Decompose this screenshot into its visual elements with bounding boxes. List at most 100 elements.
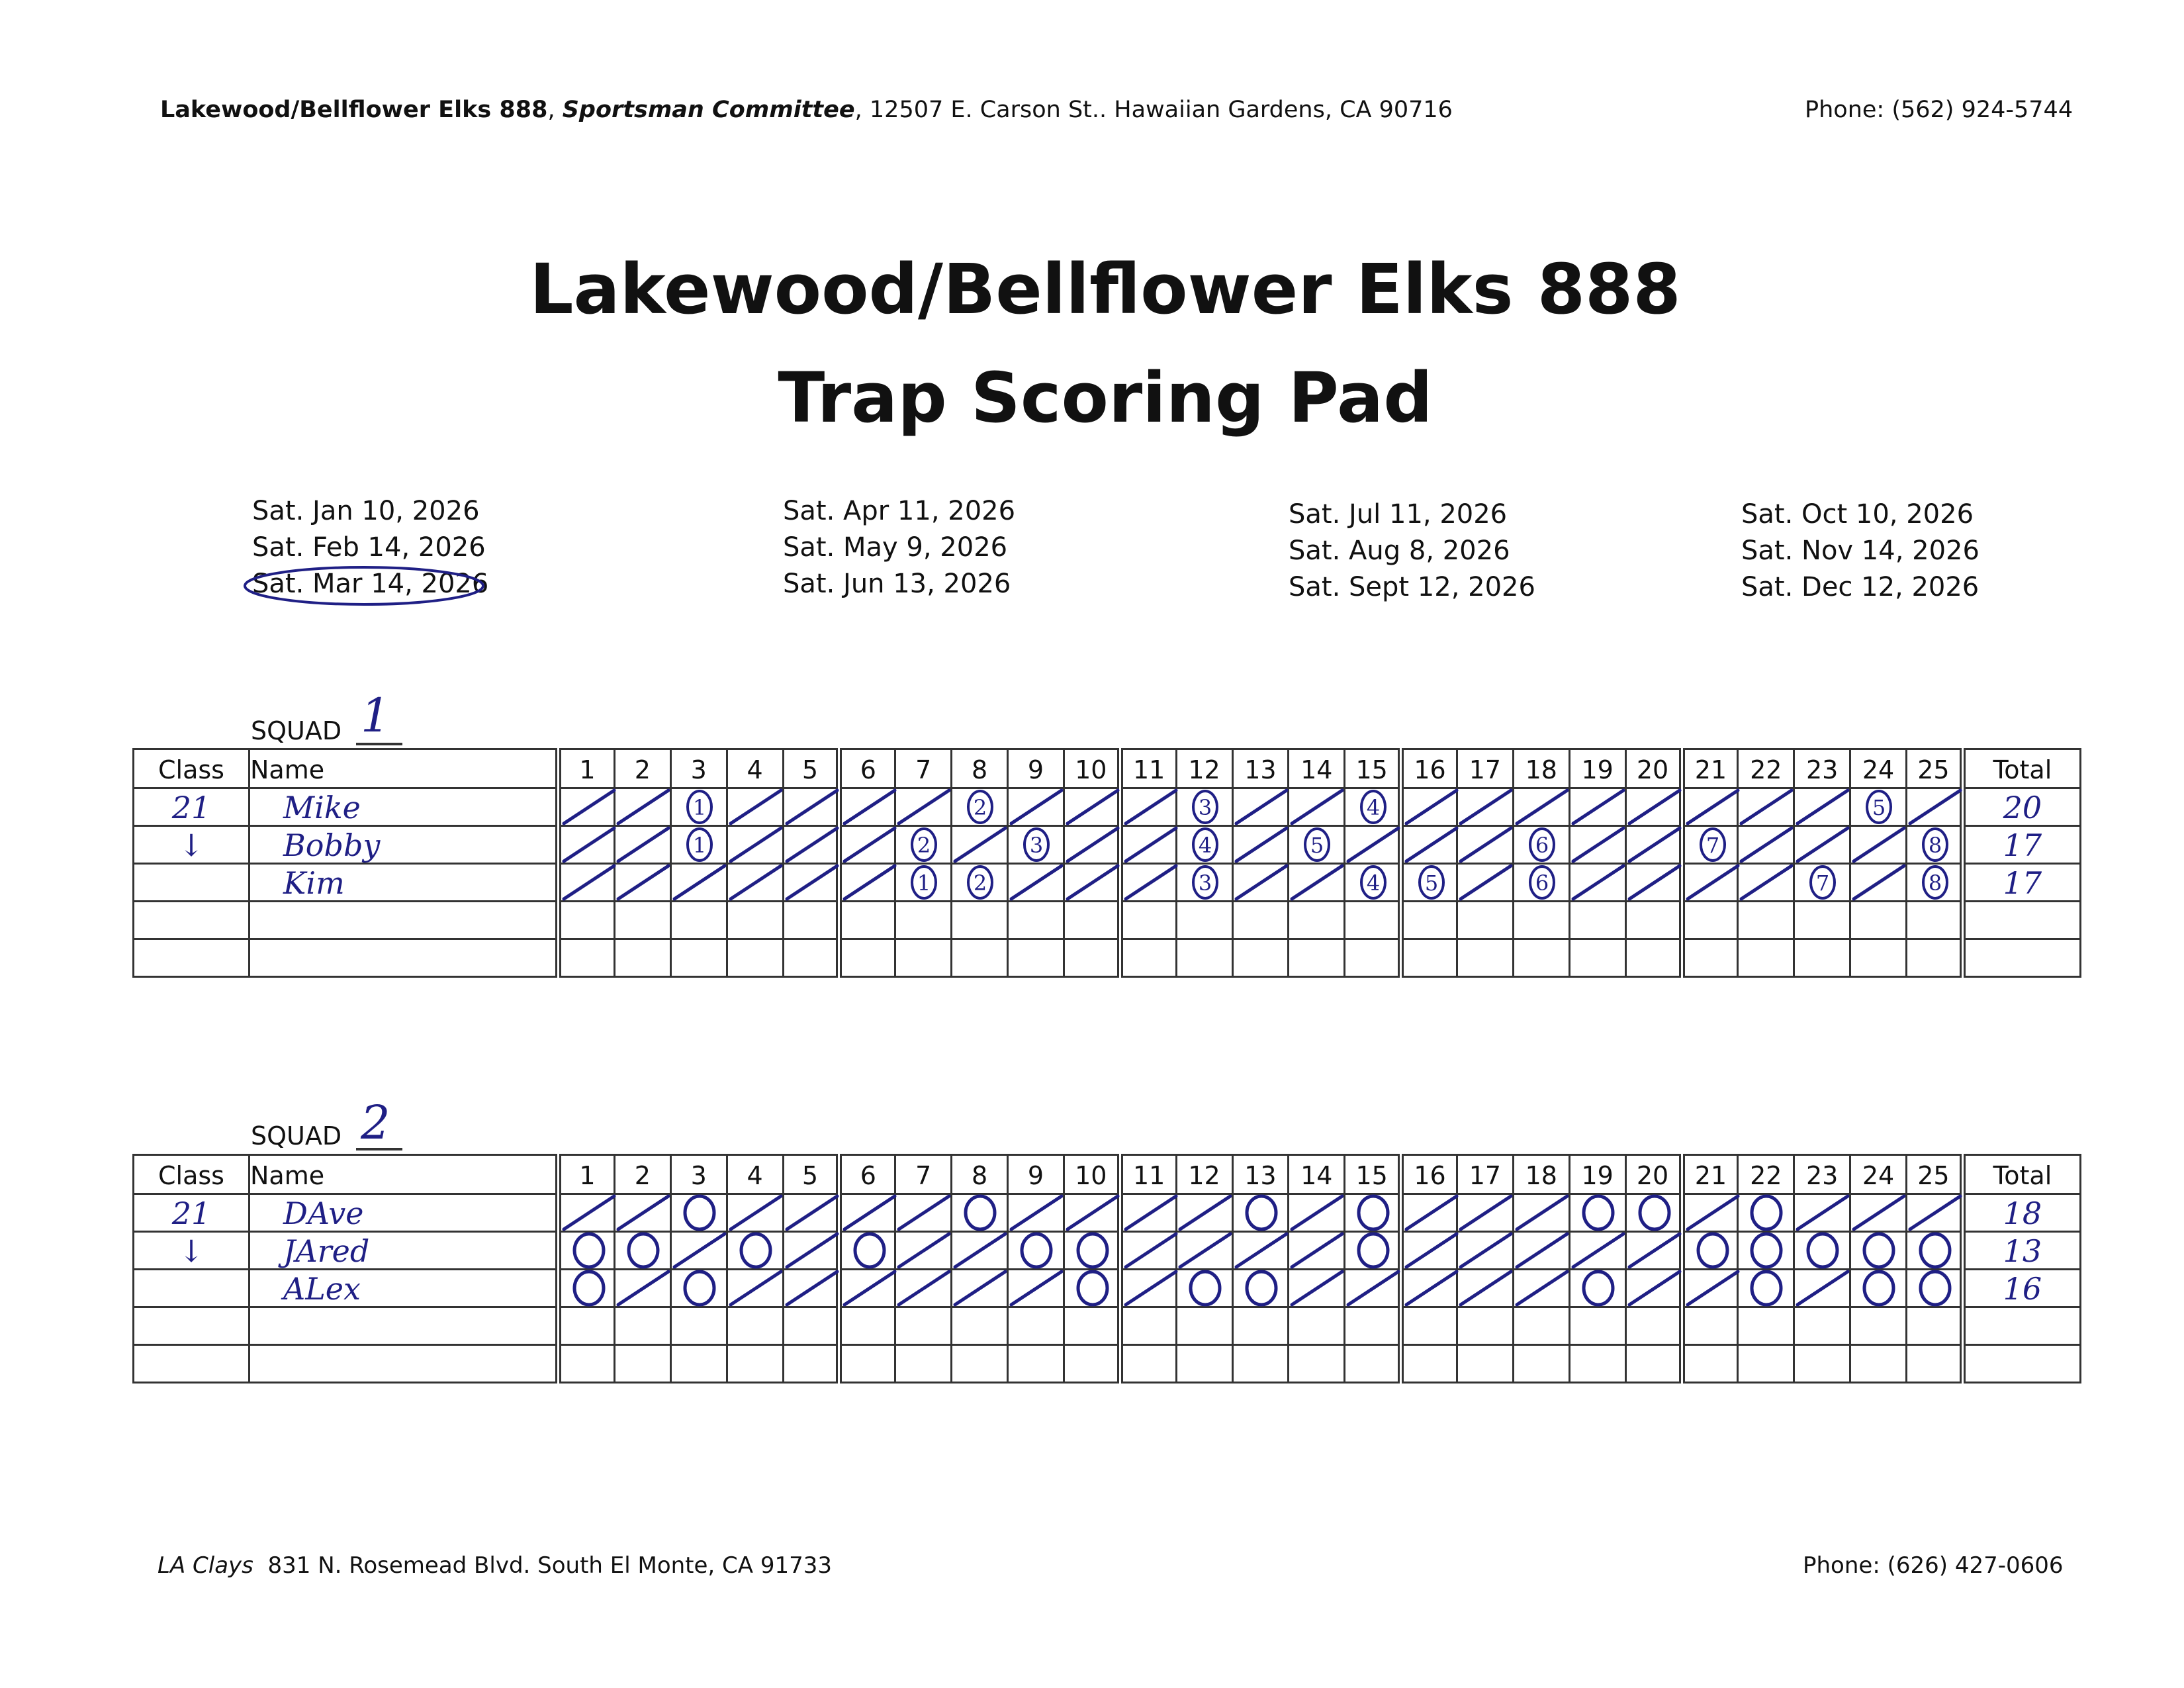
score-cell: 8: [1905, 863, 1964, 902]
score-cell: [1568, 787, 1627, 827]
score-cell: [1175, 1193, 1234, 1233]
hit-slash-mark: [1796, 1194, 1850, 1231]
score-cell: [669, 1193, 728, 1233]
score-cell: [1062, 825, 1121, 865]
name-cell: Kim: [248, 863, 559, 902]
score-cell: [1905, 900, 1964, 940]
score-cell: [1231, 1268, 1290, 1308]
header-row: Class Name 1 2 3 4 5 6 7 8 9 10 11 12 13 14 15 16 17 18 19 20…: [132, 748, 2081, 789]
name-cell-text: JAred: [283, 1233, 370, 1269]
total-header-text: Total: [1993, 755, 2052, 784]
target-header-text: 14: [1300, 755, 1333, 784]
score-mark: [1124, 1194, 1178, 1231]
score-mark: [1686, 1270, 1739, 1307]
target-header: 19: [1568, 1154, 1627, 1195]
score-mark: [1796, 1194, 1850, 1231]
score-mark: [897, 1194, 951, 1231]
target-header: 11: [1116, 748, 1177, 789]
score-cell: [1175, 900, 1234, 940]
class-cell: ↓: [132, 825, 250, 865]
miss-zero-mark: [572, 1232, 606, 1269]
score-cell: [1287, 1306, 1346, 1346]
dates-column-1: Sat. Jan 10, 2026 Sat. Feb 14, 2026 Sat.…: [252, 493, 488, 602]
target-header-text: 18: [1525, 1161, 1557, 1190]
score-cell: [1678, 938, 1739, 978]
score-mark: 1: [686, 790, 713, 824]
score-cell: [782, 1231, 841, 1270]
total-cell: 17: [1959, 863, 2081, 902]
hit-slash-mark: [616, 1270, 670, 1307]
total-cell: 17: [1959, 825, 2081, 865]
target-header: 9: [1007, 1154, 1065, 1195]
score-mark: [1290, 1270, 1344, 1307]
score-mark: [1582, 1194, 1615, 1231]
hit-slash-mark: [1009, 864, 1064, 901]
score-cell: [950, 1268, 1009, 1308]
class-header-text: Class: [158, 755, 224, 784]
miss-count-number: 7: [1816, 870, 1829, 896]
score-cell: 5: [1849, 787, 1907, 827]
score-cell: [1849, 1268, 1907, 1308]
score-cell: [1343, 825, 1402, 865]
score-cell: [894, 938, 953, 978]
score-mark: [572, 1232, 606, 1269]
name-cell-text: Bobby: [283, 827, 381, 863]
score-cell: [1905, 787, 1964, 827]
header-row: Class Name 1 2 3 4 5 6 7 8 9 10 11 12 13 14 15 16 17 18 19 20…: [132, 1154, 2081, 1195]
miss-count-circle: [1866, 790, 1893, 824]
score-cell: 5: [1287, 825, 1346, 865]
score-cell: [950, 900, 1009, 940]
score-mark: [1124, 826, 1178, 863]
hit-slash-mark: [842, 1194, 897, 1231]
score-cell: [1398, 1306, 1458, 1346]
miss-count-circle: [1699, 827, 1726, 862]
score-cell: [1456, 1231, 1514, 1270]
score-cell: [1398, 825, 1459, 865]
target-header: 4: [725, 748, 784, 789]
score-mark: 2: [967, 790, 994, 824]
score-cell: [1116, 825, 1178, 865]
hit-slash-mark: [1686, 864, 1739, 901]
target-header: 15: [1343, 748, 1402, 789]
score-mark: [1686, 864, 1739, 901]
target-header-text: 6: [860, 1161, 876, 1190]
score-cell: [1343, 900, 1402, 940]
score-cell: [1231, 863, 1290, 902]
total-cell-text: 16: [2003, 1271, 2042, 1307]
hit-slash-mark: [1627, 864, 1682, 901]
score-cell: [1398, 787, 1459, 827]
score-mark: [1638, 1194, 1671, 1231]
class-cell: [132, 1268, 250, 1308]
miss-count-number: 4: [1367, 795, 1380, 820]
target-header-text: 19: [1581, 1161, 1614, 1190]
score-mark: [1739, 864, 1794, 901]
score-cell: [836, 825, 897, 865]
score-mark: [1571, 1232, 1625, 1269]
score-cell: [555, 1268, 615, 1308]
score-mark: [1515, 1270, 1569, 1307]
score-mark: [1245, 1194, 1277, 1231]
shooter-row: 21 Mike 1 2 3 4 5 20: [132, 787, 2081, 827]
score-mark: [1076, 1232, 1109, 1269]
score-cell: [669, 1268, 728, 1308]
score-cell: [1231, 825, 1290, 865]
score-mark: 5: [1418, 865, 1445, 900]
score-mark: [562, 1194, 616, 1231]
hit-slash-mark: [1346, 826, 1400, 863]
score-cell: [1007, 863, 1065, 902]
score-mark: [1852, 826, 1906, 863]
miss-zero-mark: [1638, 1194, 1671, 1231]
target-header: 5: [782, 748, 841, 789]
target-header-text: 5: [801, 755, 819, 784]
shooter-row: 21 DAve 18: [132, 1193, 2081, 1233]
target-header-text: 2: [634, 1161, 651, 1190]
hit-slash-mark: [1739, 864, 1794, 901]
hit-slash-mark: [1515, 1270, 1569, 1307]
target-header: 13: [1231, 1154, 1290, 1195]
target-header-text: 7: [915, 1161, 932, 1190]
total-cell: [1959, 900, 2081, 940]
class-cell: [132, 1344, 250, 1383]
score-cell: [836, 938, 897, 978]
score-cell: [1568, 863, 1627, 902]
hit-slash-mark: [1290, 1194, 1344, 1231]
